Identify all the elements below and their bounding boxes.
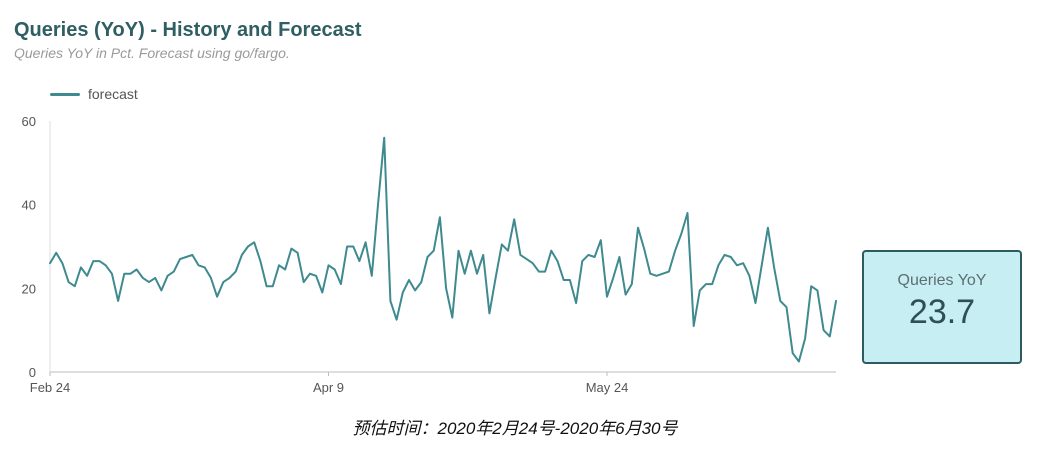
y-tick-label: 40 — [22, 198, 36, 213]
y-tick-label: 0 — [29, 365, 36, 380]
chart-title: Queries (YoY) - History and Forecast — [14, 19, 362, 41]
scorecard-value: 23.7 — [908, 293, 976, 331]
legend-swatch — [50, 92, 80, 96]
chart-header: Queries (YoY) - History and Forecast Que… — [14, 18, 362, 62]
x-tick-label: Feb 24 — [30, 380, 70, 395]
x-tick-label: May 24 — [586, 380, 629, 395]
chart-subtitle: Queries YoY in Pct. Forecast using go/fa… — [14, 45, 290, 61]
y-tick-label: 60 — [22, 114, 36, 129]
y-tick-label: 20 — [22, 281, 36, 296]
chart-legend: forecast — [50, 86, 138, 102]
scorecard-label: Queries YoY — [897, 272, 987, 289]
forecast-series-line — [49, 136, 837, 363]
legend-label: forecast — [88, 86, 138, 102]
scorecard: Queries YoY 23.7 — [862, 250, 1022, 364]
date-range-caption: 预估时间：2020年2月24号-2020年6月30号 — [352, 419, 678, 438]
x-tick-label: Apr 9 — [313, 380, 344, 395]
